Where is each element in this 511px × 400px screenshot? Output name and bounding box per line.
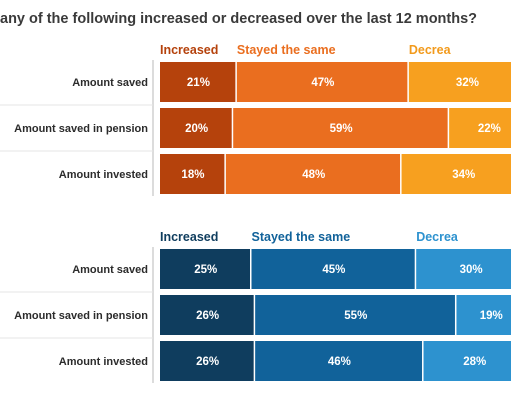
chart-2-row-label: Amount invested xyxy=(59,356,148,368)
chart-2-row-label: Amount saved xyxy=(72,264,148,276)
chart-2-bar-segment xyxy=(255,341,423,381)
chart-1-bar-segment xyxy=(233,108,448,148)
chart-1-row-label: Amount saved xyxy=(72,77,148,89)
chart-2-data-label: 46% xyxy=(328,356,351,368)
chart-1-legend-1: Increased xyxy=(160,43,218,57)
chart-2-bar-segment xyxy=(160,295,254,335)
chart-1-data-label: 21% xyxy=(187,77,210,89)
chart-2-data-label: 30% xyxy=(460,264,483,276)
chart-2-legend-2: Stayed the same xyxy=(252,230,351,244)
chart-1-row-label: Amount invested xyxy=(59,169,148,181)
chart-2-bar-segment xyxy=(456,295,511,335)
chart-2-bar-segment xyxy=(416,249,511,289)
chart-1-bar-segment xyxy=(160,62,236,102)
chart-2-bar-segment xyxy=(255,295,455,335)
chart-1-data-label: 47% xyxy=(311,77,334,89)
chart-1-data-label: 48% xyxy=(302,169,325,181)
chart-2-data-label: 26% xyxy=(196,310,219,322)
chart-2-legend-1: Increased xyxy=(160,230,218,244)
chart-2-row-label: Amount saved in pension xyxy=(14,310,148,322)
chart-2-data-label: 45% xyxy=(322,264,345,276)
chart-2-bar-segment xyxy=(423,341,511,381)
chart-1-bar-segment xyxy=(408,62,511,102)
chart-1-legend-3: Decrea xyxy=(409,43,452,57)
chart-2-bar-segment xyxy=(251,249,415,289)
chart-1-data-label: 32% xyxy=(456,77,479,89)
chart-2-bar-segment xyxy=(160,341,254,381)
chart-1-bar-segment xyxy=(236,62,408,102)
chart-1-data-label: 59% xyxy=(330,123,353,135)
chart-2-data-label: 19% xyxy=(480,310,503,322)
chart-2-legend-3: Decrea xyxy=(416,230,459,244)
chart-1-data-label: 20% xyxy=(185,123,208,135)
chart-2-data-label: 25% xyxy=(194,264,217,276)
chart-1-bar-segment xyxy=(225,154,401,194)
chart-2-bar-segment xyxy=(160,249,250,289)
chart-1-data-label: 34% xyxy=(452,169,475,181)
chart-2-data-label: 28% xyxy=(463,356,486,368)
chart-1-bar-segment xyxy=(449,108,511,148)
chart-title: any of the following increased or decrea… xyxy=(0,11,478,27)
chart-1-data-label: 18% xyxy=(181,169,204,181)
chart-1-bar-segment xyxy=(160,154,225,194)
chart-1-bar-segment xyxy=(401,154,511,194)
chart-2-data-label: 26% xyxy=(196,356,219,368)
chart-1-row-label: Amount saved in pension xyxy=(14,123,148,135)
chart-1-legend-2: Stayed the same xyxy=(237,43,336,57)
chart-2-data-label: 55% xyxy=(344,310,367,322)
chart-1-data-label: 22% xyxy=(478,123,501,135)
chart-1-bar-segment xyxy=(160,108,232,148)
